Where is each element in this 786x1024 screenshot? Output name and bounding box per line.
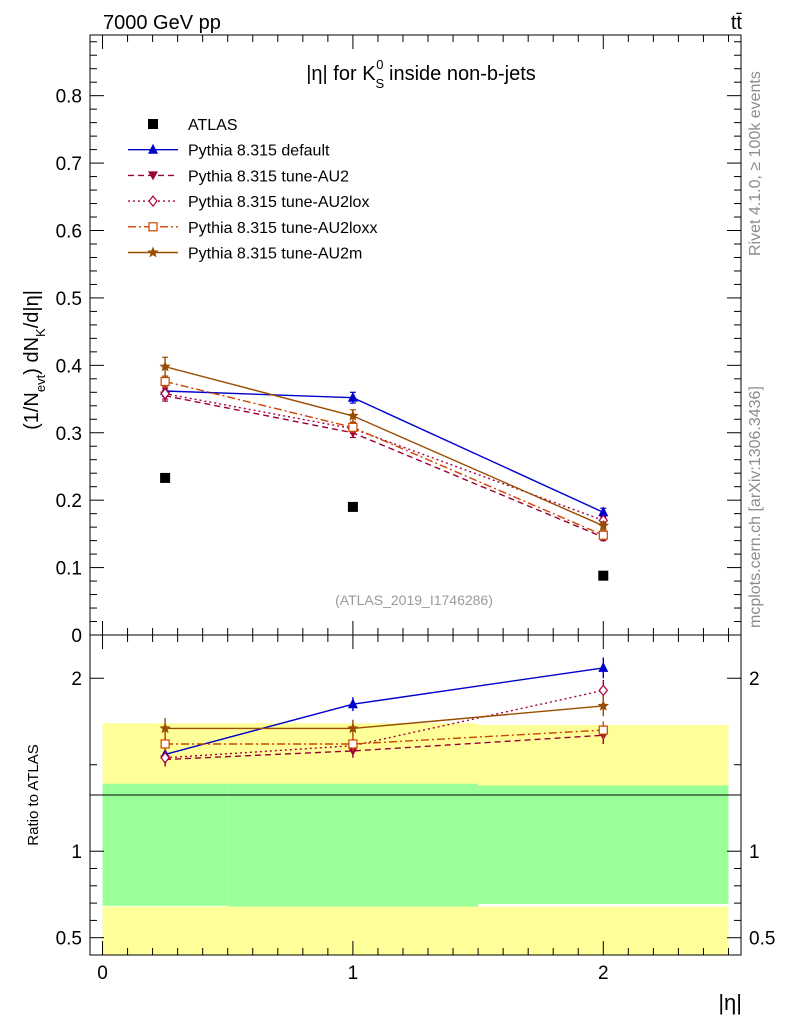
atlas-data-point <box>598 570 609 581</box>
process-label: tt̄ <box>731 12 743 34</box>
ratio-axis-label: Ratio to ATLAS <box>25 744 42 845</box>
y-tick-label: 0.6 <box>56 222 82 243</box>
y-tick-label: 0.4 <box>56 356 83 377</box>
source-label: mcplots.cern.ch [arXiv:1306.3436] <box>747 386 764 628</box>
x-tick-label: 1 <box>348 963 359 984</box>
legend-label: ATLAS <box>188 117 238 134</box>
y-tick-label: 0.3 <box>56 424 82 445</box>
data-point <box>348 422 358 432</box>
ratio-point <box>348 739 358 749</box>
legend-marker <box>148 195 158 208</box>
series-line <box>164 380 604 536</box>
data-point <box>347 391 358 402</box>
uncertainty-band-stat <box>478 785 729 904</box>
x-tick-label: 2 <box>598 963 609 984</box>
legend-label: Pythia 8.315 tune-AU2loxx <box>188 220 377 237</box>
data-point <box>597 519 609 531</box>
legend-label: Pythia 8.315 tune-AU2 <box>188 168 349 185</box>
y-tick-label: 0 <box>71 626 82 647</box>
data-point <box>160 376 170 387</box>
ratio-frame <box>89 634 742 956</box>
x-tick-label: 0 <box>97 963 108 984</box>
legend-marker <box>148 222 158 232</box>
y-axis-label: (1/Nevt) dNK/d|η| <box>21 290 48 430</box>
atlas-data-point <box>347 501 358 512</box>
ratio-point <box>597 699 609 711</box>
legend-marker <box>148 171 158 181</box>
analysis-watermark: (ATLAS_2019_I1746286) <box>335 592 493 608</box>
data-point <box>598 506 609 517</box>
series-line <box>165 390 604 513</box>
ratio-tick-label-right: 2 <box>749 669 760 690</box>
uncertainty-band-stat <box>102 783 228 906</box>
main-panel: |η| for KS0 inside non-b-jets (ATLAS_201… <box>21 34 742 647</box>
y-tick-label: 0.1 <box>56 559 82 580</box>
atlas-data-point <box>160 472 171 483</box>
ratio-point <box>160 739 170 749</box>
ratio-tick-label-left: 2 <box>71 669 82 690</box>
ratio-point <box>347 698 358 709</box>
legend-label: Pythia 8.315 default <box>188 143 330 160</box>
x-axis-label: |η| <box>718 990 742 1015</box>
ratio-point <box>598 725 608 735</box>
y-tick-label: 0.5 <box>56 289 82 310</box>
ratio-tick-label-left: 1 <box>71 842 82 863</box>
data-point <box>598 530 608 540</box>
chart-title: |η| for KS0 inside non-b-jets <box>306 57 536 91</box>
uncertainty-band-stat <box>227 783 479 907</box>
legend-marker <box>148 119 158 129</box>
legend-label: Pythia 8.315 tune-AU2m <box>188 246 362 263</box>
data-point <box>159 360 171 372</box>
ratio-tick-label-right: 0.5 <box>749 929 775 950</box>
series-line <box>164 395 604 538</box>
uncertainty-band-lower <box>102 906 729 955</box>
ratio-point <box>159 722 171 734</box>
ratio-tick-label-right: 1 <box>749 842 760 863</box>
ratio-series-line <box>165 734 604 761</box>
y-tick-label: 0.2 <box>56 491 82 512</box>
rivet-version-label: Rivet 4.1.0, ≥ 100k events <box>747 71 764 256</box>
ratio-point <box>598 661 609 672</box>
ratio-tick-label-left: 0.5 <box>56 929 82 950</box>
data-point <box>347 409 359 421</box>
legend-marker <box>147 246 159 258</box>
legend-label: Pythia 8.315 tune-AU2lox <box>188 194 369 211</box>
data-point <box>160 387 170 400</box>
ratio-panel: 0.5 0.5 1 1 2 2 Ratio to ATLAS <box>25 634 775 956</box>
energy-label: 7000 GeV pp <box>103 12 221 34</box>
ratio-point <box>347 722 359 734</box>
ratio-point <box>598 684 609 697</box>
y-tick-label: 0.8 <box>56 87 82 108</box>
y-tick-label: 0.7 <box>56 154 82 175</box>
legend: ATLAS Pythia 8.315 default Pythia 8.315 tu… <box>128 117 377 263</box>
ratio-point <box>160 751 170 764</box>
legend-marker <box>148 143 158 154</box>
